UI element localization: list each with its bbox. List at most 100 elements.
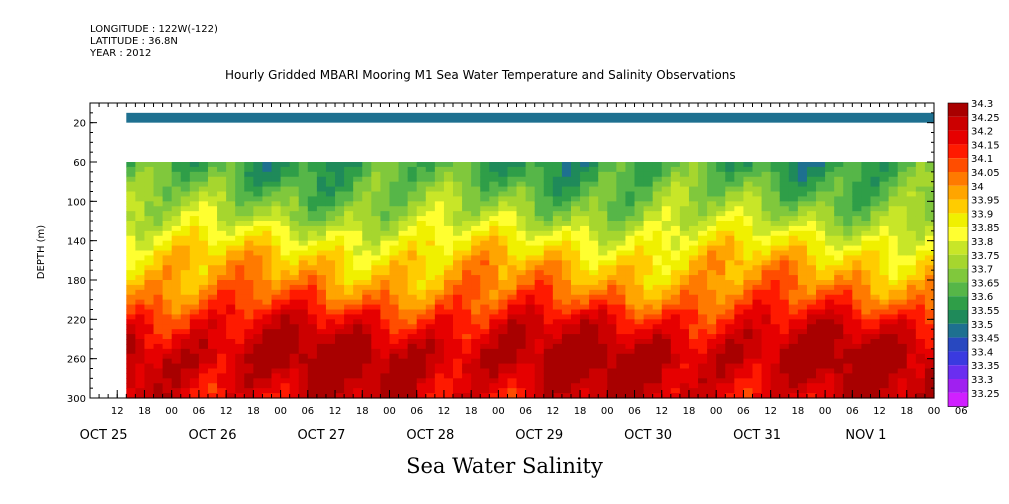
salinity-cell bbox=[335, 225, 345, 232]
salinity-cell bbox=[307, 265, 318, 271]
salinity-cell bbox=[816, 196, 826, 202]
salinity-cell bbox=[770, 196, 781, 202]
salinity-cell bbox=[843, 304, 853, 311]
salinity-cell bbox=[616, 363, 627, 370]
salinity-cell bbox=[534, 201, 545, 207]
salinity-cell bbox=[162, 230, 173, 237]
salinity-cell bbox=[570, 260, 581, 266]
salinity-cell bbox=[198, 240, 209, 247]
salinity-cell bbox=[570, 176, 581, 183]
salinity-cell bbox=[570, 363, 581, 370]
salinity-cell bbox=[471, 230, 481, 237]
salinity-cell bbox=[915, 348, 926, 355]
salinity-cell bbox=[743, 181, 754, 188]
salinity-cell bbox=[670, 260, 681, 266]
salinity-cell bbox=[135, 270, 146, 276]
salinity-cell bbox=[207, 309, 218, 316]
salinity-cell bbox=[371, 176, 382, 183]
salinity-cell bbox=[797, 211, 808, 217]
salinity-cell bbox=[380, 284, 391, 291]
salinity-cell bbox=[843, 255, 853, 261]
salinity-cell bbox=[162, 166, 173, 173]
salinity-cell bbox=[516, 181, 527, 188]
salinity-cell bbox=[570, 211, 581, 217]
salinity-cell bbox=[371, 299, 382, 306]
salinity-cell bbox=[543, 260, 554, 266]
salinity-cell bbox=[915, 393, 926, 399]
salinity-cell bbox=[398, 270, 409, 276]
salinity-cell bbox=[625, 280, 636, 286]
salinity-cell bbox=[897, 289, 908, 296]
salinity-cell bbox=[235, 383, 245, 389]
salinity-cell bbox=[879, 289, 890, 296]
salinity-cell bbox=[153, 230, 164, 237]
salinity-cell bbox=[280, 309, 291, 316]
salinity-cell bbox=[570, 353, 581, 360]
salinity-cell bbox=[180, 176, 191, 183]
salinity-cell bbox=[289, 162, 300, 168]
salinity-cell bbox=[144, 191, 155, 198]
salinity-cell bbox=[180, 294, 191, 301]
salinity-cell bbox=[770, 240, 781, 247]
salinity-cell bbox=[325, 329, 336, 335]
salinity-cell bbox=[679, 225, 690, 232]
salinity-cell bbox=[679, 201, 690, 207]
salinity-cell bbox=[325, 250, 336, 257]
salinity-cell bbox=[707, 358, 717, 365]
salinity-cell bbox=[525, 294, 536, 301]
salinity-cell bbox=[443, 225, 454, 232]
salinity-cell bbox=[825, 319, 835, 325]
salinity-cell bbox=[226, 280, 236, 286]
salinity-cell bbox=[661, 191, 672, 198]
salinity-cell bbox=[362, 378, 372, 384]
salinity-cell bbox=[280, 250, 291, 257]
salinity-cell bbox=[580, 284, 590, 291]
salinity-cell bbox=[625, 378, 636, 384]
salinity-cell bbox=[316, 334, 327, 340]
salinity-cell bbox=[616, 319, 627, 325]
salinity-cell bbox=[443, 221, 454, 227]
x-hour-tick-label: 12 bbox=[764, 406, 777, 417]
salinity-cell bbox=[670, 201, 681, 207]
salinity-cell bbox=[462, 225, 472, 232]
salinity-cell bbox=[380, 162, 391, 168]
salinity-cell bbox=[362, 176, 372, 183]
salinity-cell bbox=[453, 176, 463, 183]
salinity-cell bbox=[298, 324, 309, 330]
salinity-cell bbox=[861, 230, 872, 237]
salinity-cell bbox=[217, 162, 227, 168]
salinity-cell bbox=[552, 393, 563, 399]
salinity-cell bbox=[443, 250, 454, 257]
salinity-cell bbox=[416, 353, 427, 360]
salinity-cell bbox=[235, 201, 245, 207]
salinity-cell bbox=[425, 225, 436, 232]
salinity-cell bbox=[516, 235, 527, 242]
salinity-cell bbox=[661, 299, 672, 306]
salinity-cell bbox=[897, 230, 908, 237]
salinity-cell bbox=[661, 166, 672, 173]
salinity-cell bbox=[679, 319, 690, 325]
salinity-cell bbox=[598, 245, 608, 252]
salinity-cell bbox=[698, 343, 708, 350]
salinity-cell bbox=[498, 235, 509, 242]
salinity-cell bbox=[761, 191, 772, 198]
salinity-cell bbox=[634, 250, 645, 257]
salinity-cell bbox=[135, 319, 146, 325]
salinity-cell bbox=[752, 358, 763, 365]
salinity-cell bbox=[661, 393, 672, 399]
salinity-cell bbox=[262, 324, 273, 330]
salinity-cell bbox=[906, 309, 917, 316]
salinity-cell bbox=[353, 196, 363, 202]
salinity-cell bbox=[262, 255, 273, 261]
salinity-cell bbox=[852, 314, 862, 320]
salinity-cell bbox=[897, 201, 908, 207]
salinity-cell bbox=[226, 353, 236, 360]
salinity-cell bbox=[679, 309, 690, 316]
salinity-cell bbox=[725, 319, 735, 325]
salinity-cell bbox=[816, 329, 826, 335]
salinity-cell bbox=[207, 162, 218, 168]
salinity-cell bbox=[253, 334, 264, 340]
salinity-cell bbox=[607, 176, 617, 183]
variable-label: Sea Water Salinity bbox=[406, 454, 603, 478]
